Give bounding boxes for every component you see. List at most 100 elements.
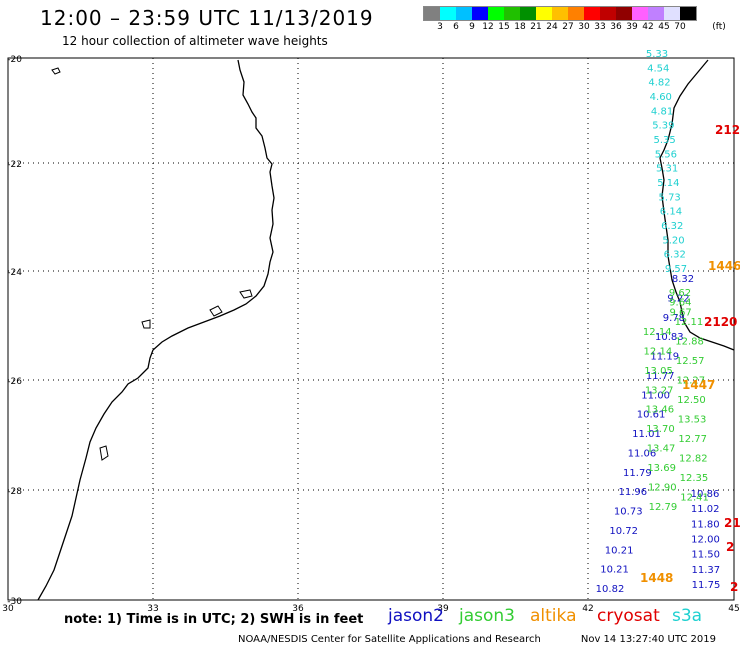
color-scale-tick-label: 15 (498, 22, 510, 32)
wave-height-value: 11.79 (623, 468, 652, 479)
latitude-tick-label: -30 (7, 597, 22, 607)
map-subtitle: 12 hour collection of altimeter wave hei… (62, 34, 328, 48)
latitude-tick-label: -24 (7, 268, 22, 278)
wave-height-value: 12.00 (691, 535, 720, 546)
pass-time-label: 2 (730, 580, 738, 594)
wave-height-value: 4.60 (650, 92, 672, 103)
color-scale-unit: (ft) (712, 22, 726, 32)
pass-time-label: 2120 (704, 315, 737, 329)
wave-height-value: 11.06 (628, 448, 657, 459)
island-outline (99, 445, 109, 461)
color-swatch (472, 7, 488, 20)
wave-height-value: 6.14 (660, 207, 682, 218)
wave-height-value: 4.82 (648, 78, 670, 89)
longitude-tick-label: 42 (582, 604, 593, 614)
color-scale-tick-label: 12 (482, 22, 494, 32)
wave-height-value: 13.53 (678, 414, 707, 425)
wave-height-value: 10.72 (609, 526, 638, 537)
wave-height-value: 9.78 (663, 313, 685, 324)
wave-height-value: 10.82 (596, 584, 625, 595)
color-swatch (600, 7, 616, 20)
footer: NOAA/NESDIS Center for Satellite Applica… (238, 634, 716, 645)
color-scale-tick-label: 30 (578, 22, 590, 32)
wave-height-value: 11.19 (650, 352, 679, 363)
wave-height-value: 12.57 (676, 356, 705, 367)
longitude-tick-label: 36 (292, 604, 304, 614)
pass-time-label: 1446 (708, 259, 740, 273)
wave-height-value: 11.01 (632, 429, 661, 440)
wave-height-value: 9.64 (669, 298, 691, 309)
coastline (37, 59, 275, 601)
wave-height-value: 8.32 (672, 274, 694, 285)
wave-height-value: 6.32 (664, 250, 686, 261)
lake-outline (209, 305, 223, 317)
color-scale-tick-label: 36 (610, 22, 622, 32)
color-scale-tick-label: 6 (453, 22, 459, 32)
longitude-tick-label: 39 (437, 604, 449, 614)
legend-entry-s3a: s3a (672, 606, 703, 626)
wave-height-value: 12.50 (677, 395, 706, 406)
color-swatch (632, 7, 648, 20)
longitude-tick-label: 33 (147, 604, 158, 614)
wave-height-value: 5.35 (653, 135, 675, 146)
wave-height-value: 5.20 (662, 235, 684, 246)
legend-entry-altika: altika (530, 606, 577, 626)
wave-height-value: 13.69 (647, 463, 676, 474)
pass-time-label: 21 (724, 516, 740, 530)
lat-lon-gridlines (8, 58, 734, 600)
color-scale-tick-label: 39 (626, 22, 638, 32)
color-swatch (616, 7, 632, 20)
map-frame (7, 57, 735, 601)
wave-height-value: 12.11 (675, 317, 704, 328)
longitude-tick-label: 30 (2, 604, 14, 614)
wave-height-value: 5.73 (659, 192, 681, 203)
color-swatch (680, 7, 696, 20)
wave-height-value: 4.81 (651, 106, 673, 117)
wave-height-value: 11.50 (691, 550, 720, 561)
color-scale-tick-label: 27 (562, 22, 574, 32)
color-scale-swatches (423, 6, 697, 21)
wave-height-value: 9.22 (667, 293, 689, 304)
wave-height-value: 12.88 (675, 337, 704, 348)
wave-height-value: 4.54 (647, 63, 669, 74)
lake-outline (141, 319, 151, 329)
pass-time-label: 2 (726, 540, 734, 554)
wave-height-value: 12.27 (677, 376, 706, 387)
color-swatch (424, 7, 440, 20)
wave-height-value: 9.57 (665, 264, 687, 275)
footer-timestamp: Nov 14 13:27:40 UTC 2019 (580, 634, 717, 645)
wave-height-value: 10.61 (637, 410, 666, 421)
longitude-tick-label: 45 (728, 604, 739, 614)
wave-height-value: 12.14 (644, 346, 673, 357)
wave-height-value: 11.96 (618, 487, 647, 498)
wave-height-value: 5.39 (652, 121, 674, 132)
color-scale-tick-label: 42 (642, 22, 654, 32)
latitude-tick-label: -26 (7, 377, 22, 387)
wave-height-value: 11.37 (692, 565, 721, 576)
color-swatch (568, 7, 584, 20)
wave-height-value: 10.21 (600, 565, 629, 576)
wave-height-value: 5.31 (656, 164, 678, 175)
wave-height-value: 13.47 (647, 444, 676, 455)
wave-height-value: 13.46 (645, 405, 674, 416)
island-outline (51, 67, 61, 75)
color-swatch (456, 7, 472, 20)
color-swatch (504, 7, 520, 20)
wave-height-value: 12.82 (679, 453, 708, 464)
color-swatch (520, 7, 536, 20)
lake-outline (239, 289, 253, 299)
wave-height-value: 12.79 (649, 502, 678, 513)
color-scale-labels: 3 6 9 12 15 18 21 24 27 30 33 36 39 42 45 70 (ft) (423, 22, 740, 36)
legend-entry-cryosat: cryosat (597, 606, 660, 626)
wave-height-value: 11.80 (691, 519, 720, 530)
legend-entry-jason2: jason2 (388, 606, 444, 626)
color-swatch (488, 7, 504, 20)
color-swatch (536, 7, 552, 20)
color-scale-tick-label: 70 (674, 22, 686, 32)
wave-height-value: 10.83 (655, 332, 684, 343)
color-swatch (664, 7, 680, 20)
madagascar-coastline (659, 59, 735, 351)
altimeter-tracks: 5.33 4.54 4.82 4.60 4.81 5.39 5.35 5.56 5.31 5.14… (596, 49, 740, 595)
